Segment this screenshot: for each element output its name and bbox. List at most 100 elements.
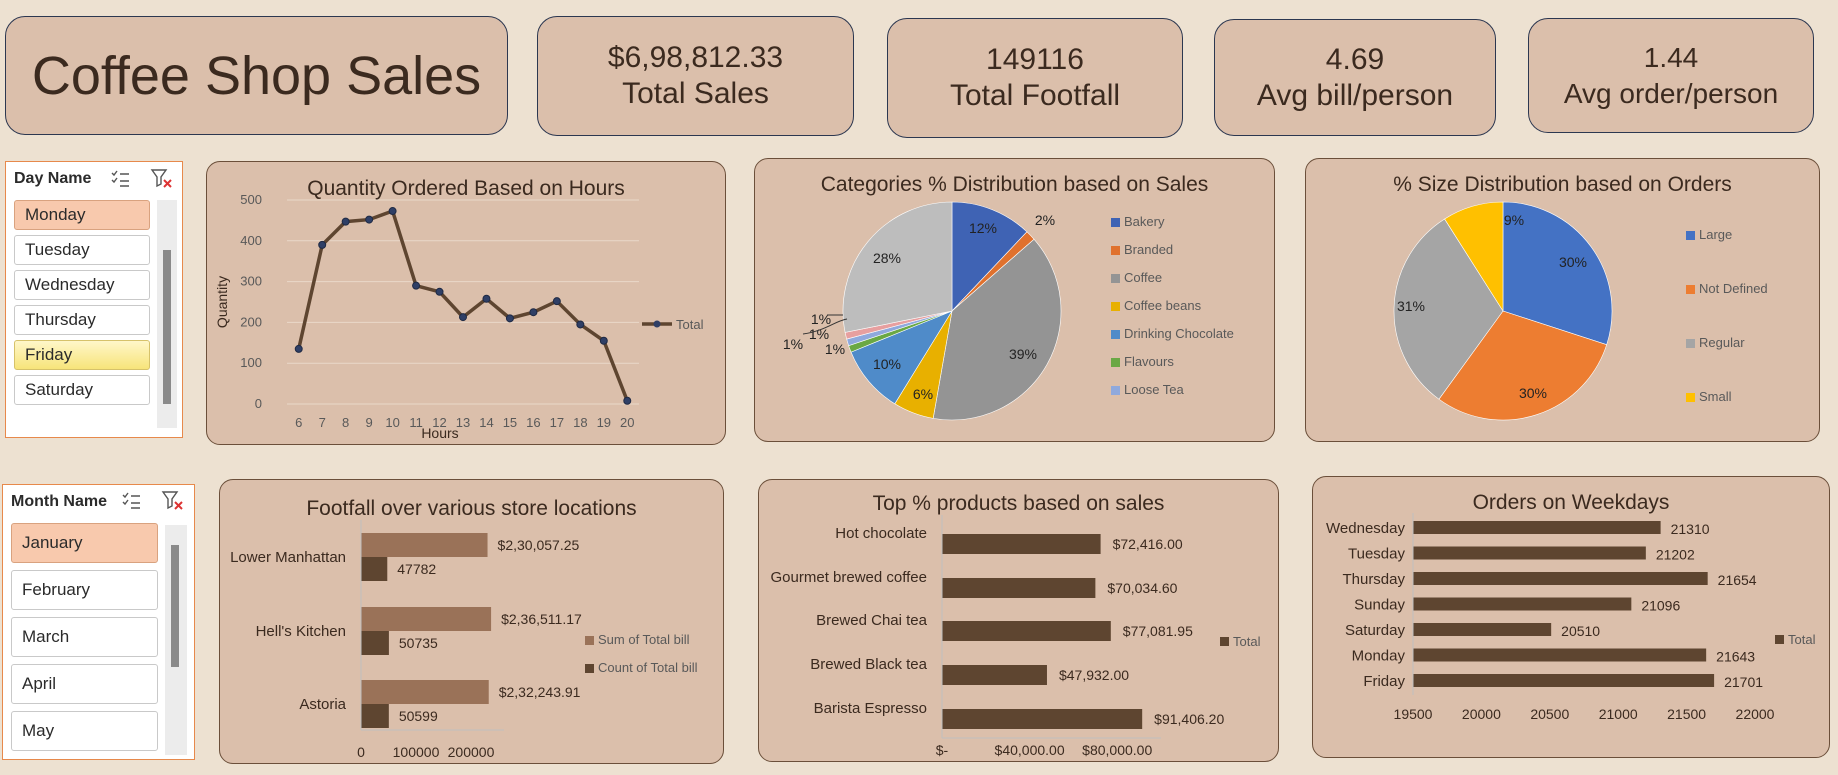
slice-label: 12% <box>969 220 997 236</box>
kpi-value: 149116 <box>986 43 1084 76</box>
slice-label: 6% <box>913 386 933 402</box>
category-label: Gourmet brewed coffee <box>771 569 927 586</box>
chart-title: % Size Distribution based on Orders <box>1393 173 1732 196</box>
slicer-item-monday[interactable]: Monday <box>14 200 150 230</box>
category-label: Lower Manhattan <box>230 549 346 566</box>
bar-count-total-bill <box>361 631 389 655</box>
slice-label: 30% <box>1559 254 1587 270</box>
slicer-item-may[interactable]: May <box>11 711 158 751</box>
y-tick-label: 100 <box>240 355 262 370</box>
x-axis-label: Hours <box>421 425 458 441</box>
slicer-item-thursday[interactable]: Thursday <box>14 305 150 335</box>
slice-label: 9% <box>1504 212 1524 228</box>
multi-select-icon[interactable] <box>110 170 130 188</box>
x-tick-label: 20 <box>620 415 634 430</box>
data-label: 20510 <box>1561 623 1600 639</box>
category-label: Barista Espresso <box>814 700 927 717</box>
data-label: $47,932.00 <box>1059 667 1129 683</box>
x-tick-label: 19 <box>597 415 611 430</box>
y-tick-label: 300 <box>240 274 262 289</box>
slicer-header: Day Name <box>14 170 92 187</box>
data-label: 21701 <box>1724 674 1763 690</box>
y-tick-label: 0 <box>255 396 262 411</box>
x-tick-label: 12 <box>432 415 446 430</box>
slice-label: 30% <box>1519 385 1547 401</box>
category-label: Hot chocolate <box>835 525 927 542</box>
chart-title: Orders on Weekdays <box>1472 491 1670 514</box>
slicer-item-saturday[interactable]: Saturday <box>14 375 150 405</box>
slicer-item-friday[interactable]: Friday <box>14 340 150 370</box>
data-point <box>294 344 303 353</box>
x-tick-label: 10 <box>385 415 399 430</box>
category-label: Friday <box>1363 673 1405 690</box>
slicer-item-wednesday[interactable]: Wednesday <box>14 270 150 300</box>
chart-title: Categories % Distribution based on Sales <box>820 173 1209 196</box>
slicer-item-tuesday[interactable]: Tuesday <box>14 235 150 265</box>
data-point <box>576 320 585 329</box>
month-name-slicer[interactable]: Month Name January February March April May <box>2 484 195 760</box>
legend-label: Not Defined <box>1699 281 1768 296</box>
slice-label: 39% <box>1009 346 1037 362</box>
day-name-slicer[interactable]: Day Name Monday Tuesday Wednesday Thursday F… <box>5 161 183 438</box>
category-label: Monday <box>1352 648 1406 665</box>
legend-swatch <box>1686 231 1695 240</box>
legend-swatch <box>1220 637 1229 646</box>
category-label: Astoria <box>299 696 346 713</box>
size-pie-chart: 30% 30% 31% 9% Large Not Defined Regular Small <box>1393 201 1768 421</box>
data-label: $72,416.00 <box>1113 536 1183 552</box>
slicer-item-january[interactable]: January <box>11 523 158 563</box>
clear-filter-icon[interactable] <box>150 168 174 190</box>
y-tick-label: 400 <box>240 233 262 248</box>
data-label: 21643 <box>1716 649 1755 665</box>
chart-title: Footfall over various store locations <box>306 497 637 520</box>
weekdays-bar-chart: Wednesday 21310 Tuesday 21202 Thursday 21654 S… <box>1326 513 1816 722</box>
data-label: 21654 <box>1718 572 1757 588</box>
kpi-avg-bill: 4.69 Avg bill/person <box>1214 19 1496 136</box>
legend-swatch <box>1111 302 1120 311</box>
y-tick-label: 500 <box>240 192 262 207</box>
slicer-item-march[interactable]: March <box>11 617 158 657</box>
legend-label: Flavours <box>1124 354 1174 369</box>
bar <box>1413 572 1708 585</box>
legend-swatch <box>1111 386 1120 395</box>
legend-label: Drinking Chocolate <box>1124 326 1234 341</box>
slice-label: 31% <box>1397 298 1425 314</box>
category-label: Tuesday <box>1348 546 1405 563</box>
x-tick-label: 20500 <box>1530 706 1569 722</box>
category-label: Brewed Chai tea <box>816 612 928 629</box>
legend-label: Bakery <box>1124 214 1165 229</box>
x-tick-label: $- <box>936 742 949 758</box>
pie-slice <box>932 238 1062 421</box>
y-tick-label: 200 <box>240 314 262 329</box>
bar <box>1413 521 1661 534</box>
slicer-item-february[interactable]: February <box>11 570 158 610</box>
scrollbar-thumb[interactable] <box>163 250 171 404</box>
bar-sum-total-bill <box>361 680 489 704</box>
legend-swatch <box>1111 274 1120 283</box>
data-label: $2,36,511.17 <box>501 611 582 627</box>
x-tick-label: 9 <box>366 415 373 430</box>
multi-select-icon[interactable] <box>121 492 141 510</box>
line-chart: 0 100 200 300 400 500 6 7 8 9 10 11 12 13 14 15 16 17 18 19… <box>214 192 704 441</box>
legend-swatch <box>1111 330 1120 339</box>
size-pie-panel: % Size Distribution based on Orders 30% 3… <box>1305 158 1820 442</box>
slicer-item-april[interactable]: April <box>11 664 158 704</box>
legend-label: Total <box>1233 634 1261 649</box>
legend-swatch <box>1111 358 1120 367</box>
clear-filter-icon[interactable] <box>161 490 185 512</box>
data-point <box>341 217 350 226</box>
data-point <box>505 314 514 323</box>
y-axis-label: Quantity <box>214 276 230 328</box>
bar <box>942 578 1096 598</box>
pie-slice <box>1438 310 1608 421</box>
bar <box>942 621 1111 641</box>
chart-title: Quantity Ordered Based on Hours <box>307 177 625 200</box>
scrollbar-thumb[interactable] <box>171 545 179 667</box>
x-tick-label: 18 <box>573 415 587 430</box>
slice-label: 1% <box>809 326 829 342</box>
slice-label: 2% <box>1035 212 1055 228</box>
data-label: 47782 <box>397 561 436 577</box>
x-tick-label: 13 <box>456 415 470 430</box>
categories-pie-panel: Categories % Distribution based on Sales… <box>754 158 1275 442</box>
legend-label: Sum of Total bill <box>598 632 690 647</box>
